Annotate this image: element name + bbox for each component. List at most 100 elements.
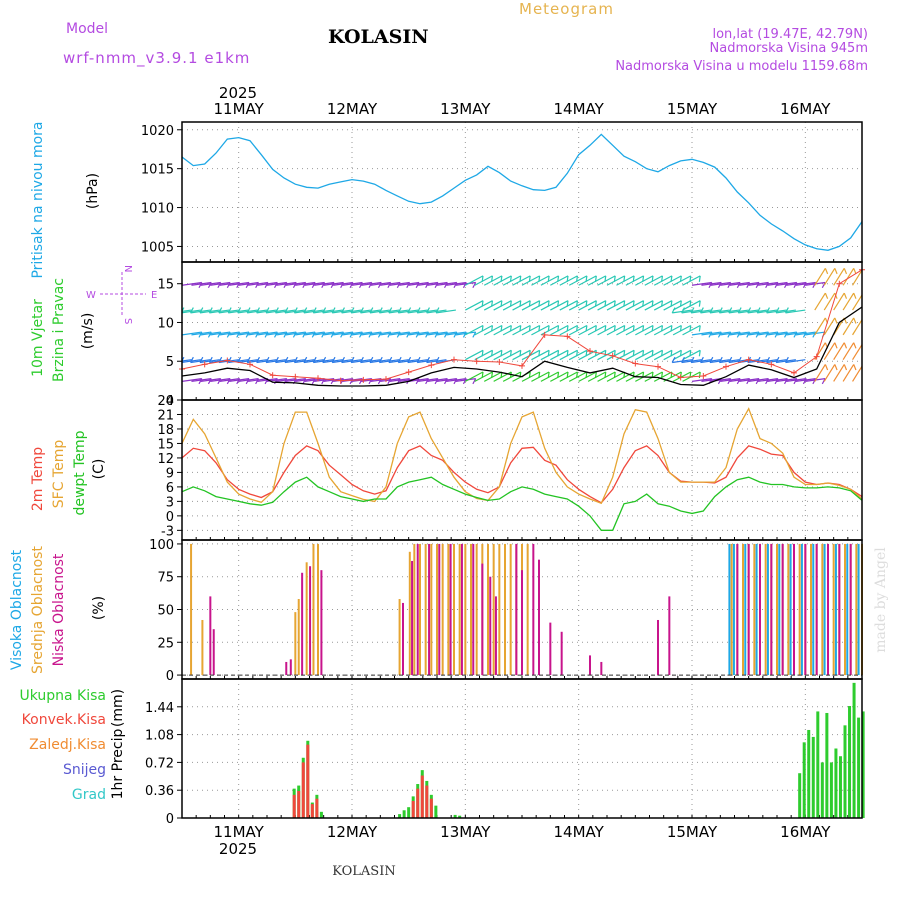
cloud_mid-bar — [504, 544, 506, 675]
wind-barb — [673, 325, 691, 334]
wind-unit: (m/s) — [80, 313, 96, 350]
wind-barb — [503, 350, 521, 359]
y-tick-label: 6 — [166, 481, 174, 496]
precip_conv-bar — [315, 799, 318, 818]
y-tick-label: 15 — [157, 437, 174, 452]
cloud_low-bar — [411, 561, 413, 675]
y-tick-label: 0.72 — [145, 756, 174, 771]
cloud_low-bar — [736, 544, 738, 675]
precip_conv-bar — [293, 795, 296, 818]
wind-barb — [645, 301, 663, 310]
y-tick-label: 50 — [157, 604, 174, 619]
cloud_low-bar — [417, 544, 419, 675]
gust-marker — [587, 348, 593, 354]
cloud_mid-bar — [731, 544, 733, 675]
wind-subtitle: Brzina i Pravac — [51, 278, 67, 382]
precip_total-bar — [812, 737, 815, 818]
precip_total-bar — [825, 713, 828, 818]
x-tick-label-bottom: 14MAY — [554, 823, 605, 841]
wind-barb — [616, 276, 634, 285]
wind-barb — [484, 301, 502, 310]
wind-barb — [569, 372, 587, 381]
cloud-title-high: Visoka Oblacnost — [9, 549, 25, 670]
wind-barb-flag — [873, 364, 875, 370]
wind-barb — [569, 350, 587, 359]
wind-barb — [664, 301, 682, 310]
model-elevation-label: Nadmorska Visina u modelu 1159.68m — [615, 59, 868, 74]
cloud_low-bar — [438, 544, 440, 675]
wind-barb — [579, 372, 597, 381]
wind-barb — [560, 276, 578, 285]
precip_total-bar — [839, 756, 842, 818]
cloud_high-bar — [801, 544, 803, 675]
wind-barb-flag — [854, 364, 856, 370]
x-tick-label-top: 11MAY — [214, 100, 265, 118]
wind-barb — [654, 372, 672, 381]
cloud_mid-bar — [430, 544, 432, 675]
cloud_mid-bar — [776, 544, 778, 675]
wind-barb — [475, 350, 493, 359]
wind-barb-flag — [825, 268, 827, 274]
wind-barb-flag — [854, 318, 856, 324]
wind-barb — [494, 325, 512, 334]
x-tick-label-bottom: 16MAY — [780, 823, 831, 841]
gust-marker — [678, 375, 684, 381]
wind-barb-flag — [863, 364, 865, 370]
cloud_mid-bar — [419, 544, 421, 675]
temp_2m-line — [182, 446, 862, 503]
cloud_mid-bar — [753, 544, 755, 675]
cloud_high-bar — [812, 544, 814, 675]
wind-barb — [862, 364, 873, 381]
precip_total-bar — [834, 749, 837, 819]
wind-barb — [465, 301, 483, 310]
wind-barb — [531, 372, 549, 381]
wind-barb — [560, 301, 578, 310]
y-tick-label: 1.44 — [145, 701, 174, 716]
wind-barb-flag — [844, 293, 846, 299]
cloud_mid-bar — [844, 544, 846, 675]
gust-marker — [270, 372, 276, 378]
cloud_mid-bar — [312, 544, 314, 675]
wind-barb — [541, 372, 559, 381]
precip_conv-bar — [416, 789, 419, 818]
cloud_high-bar — [846, 544, 848, 675]
wind-barb — [598, 325, 616, 334]
gust-marker — [496, 359, 502, 365]
cloud_mid-bar — [470, 544, 472, 675]
cloud_mid-bar — [476, 544, 478, 675]
temperature-panel: -303691215182124 — [157, 394, 862, 540]
wind-barb — [664, 325, 682, 334]
wind-barb-flag — [873, 293, 875, 299]
wind-barb — [862, 318, 873, 335]
wind-barb — [560, 372, 578, 381]
legend-snow: Snijeg — [63, 762, 106, 778]
wind-barb — [560, 325, 578, 334]
precip_total-bar — [816, 711, 819, 818]
cloud_mid-bar — [413, 544, 415, 675]
wind_speed-line — [182, 307, 862, 386]
wind-barb — [569, 276, 587, 285]
wind-barb — [522, 301, 540, 310]
model-label: Model — [66, 21, 108, 37]
cloud_mid-bar — [459, 544, 461, 675]
meteogram-title: Meteogram — [519, 0, 614, 18]
cloud-title-low: Niska Oblacnost — [51, 553, 67, 666]
model-name: wrf-nmm_v3.9.1 e1km — [63, 49, 250, 68]
cloud_mid-bar — [821, 544, 823, 675]
y-tick-label: 9 — [166, 466, 174, 481]
wind-barb — [475, 372, 493, 381]
cloud_mid-bar — [799, 544, 801, 675]
wind-barb — [588, 276, 606, 285]
wind-barb — [550, 350, 568, 359]
wind-barbs — [162, 268, 875, 384]
precip_total-bar — [807, 730, 810, 818]
cloud_high-bar — [728, 544, 730, 675]
cloud_low-bar — [428, 544, 430, 675]
cloud_low-bar — [209, 596, 211, 675]
legend-hail: Grad — [72, 787, 106, 803]
cloud_low-bar — [285, 662, 287, 675]
cloud_low-bar — [668, 596, 670, 675]
wind-barb — [513, 301, 531, 310]
coords-label: lon,lat (19.47E, 42.79N) — [712, 27, 868, 42]
compass-south: S — [122, 318, 133, 324]
